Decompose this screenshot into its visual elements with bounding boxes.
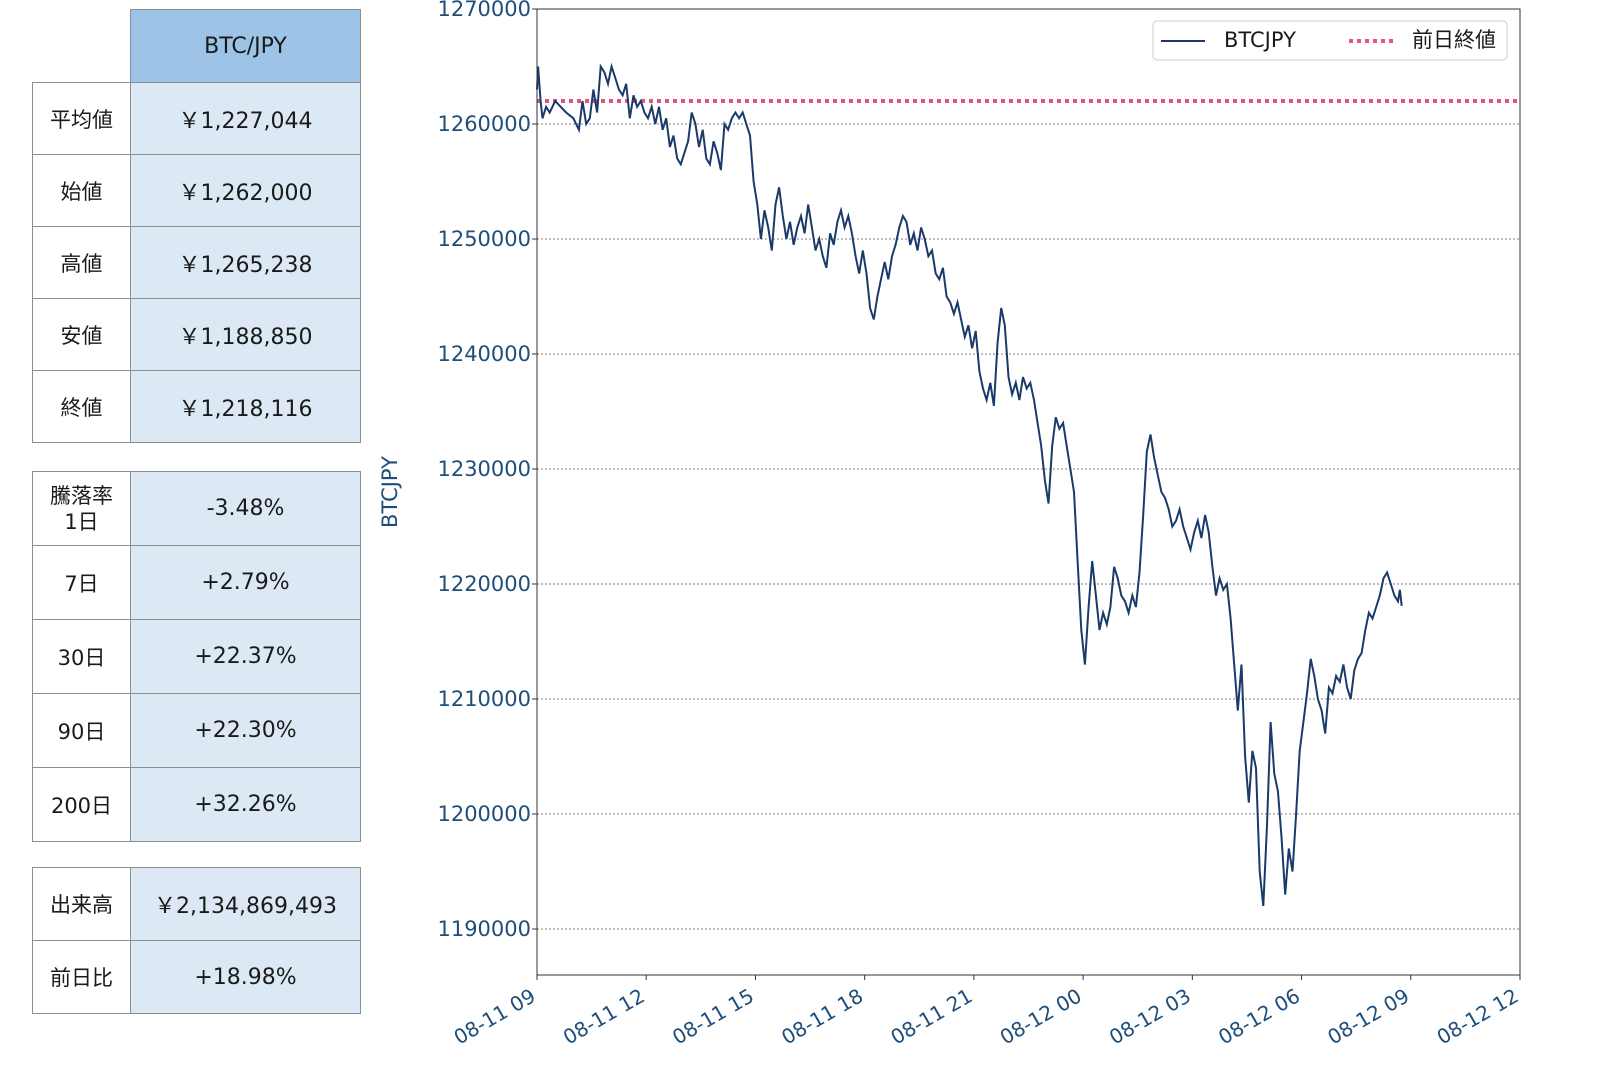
row-label: 200日 bbox=[32, 767, 131, 842]
table-row: 出来高 ￥2,134,869,493 bbox=[32, 867, 361, 941]
x-axis-ticks: 08-11 09 08-11 12 08-11 15 08-11 18 08-11 21… bbox=[450, 975, 1523, 1049]
y-tick-label: 1270000 bbox=[437, 0, 531, 21]
change-rate-period: 1日 bbox=[64, 509, 99, 534]
row-label: 90日 bbox=[32, 693, 131, 768]
y-tick-label: 1190000 bbox=[437, 917, 531, 941]
row-value: +2.79% bbox=[130, 545, 361, 620]
y-tick-label: 1220000 bbox=[437, 572, 531, 596]
row-label: 終値 bbox=[32, 370, 131, 443]
table-row: 騰落率 1日 -3.48% bbox=[32, 471, 361, 546]
row-label: 平均値 bbox=[32, 82, 131, 155]
row-value: ￥1,265,238 bbox=[130, 226, 361, 299]
header-blank-cell bbox=[33, 10, 131, 83]
row-value: ￥1,262,000 bbox=[130, 154, 361, 227]
table-row: 7日 +2.79% bbox=[32, 545, 361, 620]
row-label: 出来高 bbox=[32, 867, 131, 941]
x-tick-label: 08-12 09 bbox=[1323, 984, 1413, 1050]
x-tick-label: 08-12 03 bbox=[1105, 984, 1195, 1050]
row-value: ￥1,227,044 bbox=[130, 82, 361, 155]
x-tick-label: 08-11 12 bbox=[559, 984, 649, 1050]
btcjpy-series-line bbox=[536, 62, 1403, 907]
x-tick-label: 08-12 12 bbox=[1433, 984, 1523, 1050]
x-tick-label: 08-11 18 bbox=[777, 984, 867, 1050]
y-tick-label: 1250000 bbox=[437, 227, 531, 251]
volume-table: 出来高 ￥2,134,869,493 前日比 +18.98% bbox=[32, 867, 361, 1014]
row-value: +32.26% bbox=[130, 767, 361, 842]
table-row: 前日比 +18.98% bbox=[32, 940, 361, 1014]
row-value: +18.98% bbox=[130, 940, 361, 1014]
price-line-chart: 1190000 1200000 1210000 1220000 1230000 12400… bbox=[378, 0, 1523, 1049]
y-tick-label: 1240000 bbox=[437, 342, 531, 366]
change-rate-table: 騰落率 1日 -3.48% 7日 +2.79% 30日 +22.37% 90日 … bbox=[32, 471, 361, 842]
row-value: -3.48% bbox=[130, 471, 361, 546]
x-tick-label: 08-11 09 bbox=[450, 984, 540, 1050]
table-row: 高値 ￥1,265,238 bbox=[32, 226, 361, 299]
table-row: 終値 ￥1,218,116 bbox=[32, 370, 361, 443]
row-value: ￥1,218,116 bbox=[130, 370, 361, 443]
chart-legend: BTCJPY 前日終値 bbox=[1152, 20, 1508, 61]
table-row: 200日 +32.26% bbox=[32, 767, 361, 842]
legend-reference-label: 前日終値 bbox=[1412, 28, 1496, 52]
pair-header: BTC/JPY bbox=[130, 9, 361, 83]
row-value: ￥2,134,869,493 bbox=[130, 867, 361, 941]
x-tick-label: 08-11 21 bbox=[887, 984, 977, 1050]
table-row: 始値 ￥1,262,000 bbox=[32, 154, 361, 227]
legend-box bbox=[1152, 20, 1508, 61]
table-row: 30日 +22.37% bbox=[32, 619, 361, 694]
y-axis-ticks: 1190000 1200000 1210000 1220000 1230000 12400… bbox=[437, 0, 537, 941]
row-label: 7日 bbox=[32, 545, 131, 620]
row-value: +22.30% bbox=[130, 693, 361, 768]
x-tick-label: 08-12 06 bbox=[1214, 984, 1304, 1050]
row-value: +22.37% bbox=[130, 619, 361, 694]
row-label: 騰落率 1日 bbox=[32, 471, 131, 546]
change-rate-title: 騰落率 bbox=[50, 483, 113, 508]
x-tick-label: 08-12 00 bbox=[996, 984, 1086, 1050]
price-summary-table: BTC/JPY 平均値 ￥1,227,044 始値 ￥1,262,000 高値 … bbox=[32, 9, 361, 443]
row-label: 始値 bbox=[32, 154, 131, 227]
y-tick-label: 1230000 bbox=[437, 457, 531, 481]
table-row: 安値 ￥1,188,850 bbox=[32, 298, 361, 371]
y-tick-label: 1210000 bbox=[437, 687, 531, 711]
table-row: 平均値 ￥1,227,044 bbox=[32, 82, 361, 155]
y-tick-label: 1200000 bbox=[437, 802, 531, 826]
row-label: 高値 bbox=[32, 226, 131, 299]
legend-series-label: BTCJPY bbox=[1224, 28, 1296, 52]
row-label: 前日比 bbox=[32, 940, 131, 1014]
plot-frame bbox=[536, 8, 1521, 976]
x-tick-label: 08-11 15 bbox=[668, 984, 758, 1050]
table-row: 90日 +22.30% bbox=[32, 693, 361, 768]
chart-grid bbox=[537, 8, 1520, 930]
row-value: ￥1,188,850 bbox=[130, 298, 361, 371]
y-axis-label: BTCJPY bbox=[378, 456, 402, 528]
row-label: 安値 bbox=[32, 298, 131, 371]
row-label: 30日 bbox=[32, 619, 131, 694]
y-tick-label: 1260000 bbox=[437, 112, 531, 136]
